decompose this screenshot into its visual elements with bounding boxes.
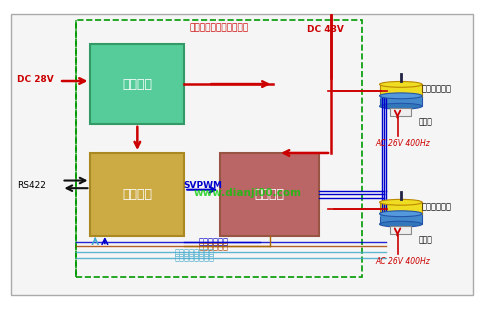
Text: RS422: RS422 [17, 181, 45, 190]
Text: 方位位置和角速度: 方位位置和角速度 [175, 248, 214, 257]
Text: www.dianji00.com: www.dianji00.com [194, 188, 302, 198]
Text: 俧仰位置和角速度: 俧仰位置和角速度 [175, 253, 214, 263]
Text: 故障信息反馈: 故障信息反馈 [199, 242, 229, 251]
Bar [91, 44, 184, 124]
Text: 驱动模块: 驱动模块 [255, 188, 285, 201]
Bar [379, 213, 422, 224]
Text: 电源模块: 电源模块 [122, 78, 152, 91]
Text: AC 26V 400Hz: AC 26V 400Hz [376, 257, 431, 266]
Text: 控制模块: 控制模块 [122, 188, 152, 201]
Text: 传感器: 传感器 [419, 236, 433, 245]
Ellipse shape [379, 221, 422, 227]
Bar [91, 153, 184, 236]
Bar [379, 84, 422, 96]
Bar [379, 214, 422, 217]
Ellipse shape [379, 82, 422, 87]
Text: 直流无刷电机: 直流无刷电机 [422, 84, 452, 93]
Bar [76, 20, 363, 277]
Ellipse shape [379, 199, 422, 205]
Ellipse shape [379, 93, 422, 99]
Bar [379, 96, 422, 99]
Text: 传感器: 传感器 [419, 118, 433, 127]
Bar [379, 95, 422, 106]
Text: AC 26V 400Hz: AC 26V 400Hz [376, 139, 431, 148]
Bar [379, 202, 422, 214]
Text: 直流无刷电机驱动控制器: 直流无刷电机驱动控制器 [189, 23, 248, 32]
Ellipse shape [379, 103, 422, 109]
Bar [390, 226, 411, 234]
Ellipse shape [379, 211, 422, 217]
Text: 直流无刷电机: 直流无刷电机 [422, 202, 452, 211]
Text: 电流采样反馈: 电流采样反馈 [199, 237, 229, 246]
Text: SVPWM: SVPWM [183, 181, 222, 190]
Bar [390, 108, 411, 116]
Bar [220, 153, 319, 236]
Text: DC 28V: DC 28V [17, 75, 54, 84]
Text: DC 48V: DC 48V [307, 24, 344, 34]
